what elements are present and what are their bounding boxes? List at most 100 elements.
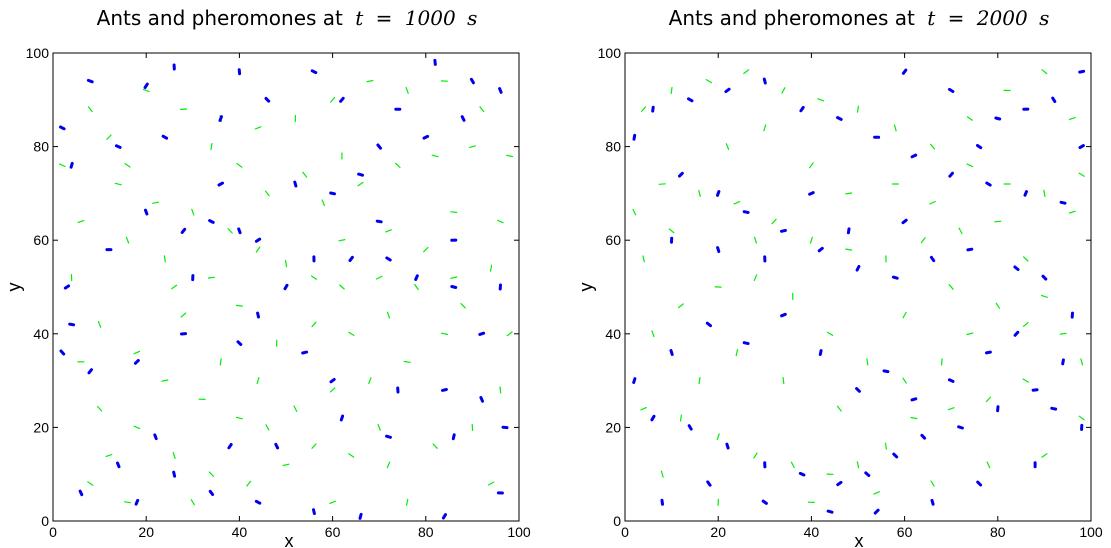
- ant-mark-right-29: [1041, 274, 1048, 281]
- ant-mark-left-42: [153, 433, 158, 441]
- pheromone-mark-left-69: [264, 190, 270, 197]
- ant-mark-left-22: [450, 285, 458, 289]
- pheromone-mark-right-4: [781, 87, 786, 94]
- pheromone-mark-right-64: [1078, 172, 1085, 177]
- ant-mark-right-4: [762, 77, 767, 85]
- pheromone-mark-right-48: [966, 332, 974, 336]
- pheromone-mark-left-2: [191, 208, 195, 216]
- pheromone-mark-right-44: [826, 331, 834, 336]
- ant-mark-left-44: [78, 489, 84, 497]
- ant-mark-right-9: [948, 171, 954, 178]
- y-tick-label-left-100: 100: [26, 45, 50, 61]
- pheromone-mark-left-50: [246, 480, 252, 487]
- pheromone-mark-left-36: [329, 387, 336, 393]
- ant-mark-right-46: [705, 321, 712, 328]
- ant-mark-left-48: [254, 499, 262, 505]
- pheromone-mark-left-89: [377, 424, 381, 431]
- ant-mark-left-60: [283, 283, 289, 291]
- pheromone-mark-right-2: [705, 78, 713, 84]
- pheromone-mark-right-28: [985, 396, 992, 403]
- pheromone-mark-right-63: [1068, 116, 1076, 121]
- pheromone-mark-left-55: [432, 443, 438, 449]
- pheromone-mark-left-11: [489, 264, 493, 272]
- pheromone-mark-left-83: [171, 284, 178, 290]
- pheromone-mark-left-33: [440, 332, 448, 335]
- ant-mark-right-19: [678, 171, 684, 178]
- ant-mark-right-64: [706, 480, 712, 487]
- ant-mark-left-64: [217, 181, 224, 187]
- pheromone-mark-left-76: [190, 499, 195, 506]
- ant-mark-left-38: [385, 434, 392, 439]
- pheromone-mark-left-31: [423, 246, 429, 253]
- pheromone-mark-left-72: [302, 171, 308, 178]
- right-chart-title: Ants and pheromones at t = 2000 s: [669, 6, 1050, 30]
- pheromone-mark-right-35: [753, 452, 758, 459]
- pheromone-mark-right-30: [910, 416, 918, 420]
- ant-mark-right-27: [966, 247, 974, 252]
- pheromone-mark-left-77: [329, 500, 336, 504]
- ant-mark-left-0: [59, 125, 66, 131]
- pheromone-mark-left-87: [105, 454, 113, 457]
- pheromone-mark-left-7: [339, 284, 345, 290]
- y-tick-label-left-20: 20: [33, 419, 49, 435]
- pheromone-mark-right-22: [994, 220, 1002, 223]
- ant-mark-right-44: [632, 377, 637, 384]
- ant-mark-right-2: [687, 97, 694, 103]
- ant-mark-right-15: [1051, 96, 1057, 103]
- ant-mark-left-30: [236, 340, 243, 346]
- pheromone-mark-left-5: [284, 260, 288, 268]
- x-tick-label-right-20: 20: [710, 524, 726, 540]
- pheromone-mark-right-47: [940, 358, 943, 366]
- pheromone-mark-right-14: [698, 189, 701, 197]
- pheromone-mark-left-67: [125, 236, 130, 244]
- ant-mark-right-13: [1078, 144, 1085, 150]
- ant-mark-right-3: [724, 87, 731, 94]
- pheromone-mark-left-85: [338, 239, 346, 242]
- pheromone-mark-right-23: [1022, 256, 1029, 262]
- y-tick-label-right-20: 20: [605, 419, 621, 435]
- ant-mark-right-25: [891, 275, 899, 280]
- ant-mark-right-41: [725, 442, 730, 450]
- pheromone-mark-right-66: [735, 349, 739, 357]
- pheromone-mark-right-11: [1043, 189, 1046, 197]
- ant-mark-left-12: [357, 172, 364, 177]
- x-tick-label-right-0: 0: [621, 524, 629, 540]
- ant-mark-left-3: [143, 82, 149, 89]
- pheromone-mark-left-59: [235, 304, 243, 307]
- pheromone-mark-right-50: [1022, 321, 1029, 327]
- pheromone-mark-left-26: [431, 154, 439, 158]
- pheromone-mark-left-29: [321, 199, 325, 207]
- right-y-axis-label: y: [576, 283, 596, 292]
- ant-mark-right-63: [761, 499, 768, 505]
- pheromone-mark-left-41: [161, 379, 169, 382]
- ant-mark-right-38: [836, 480, 843, 487]
- ant-mark-right-42: [687, 424, 693, 431]
- x-tick-label-left-80: 80: [418, 524, 434, 540]
- x-tick-label-right-60: 60: [897, 524, 913, 540]
- ant-mark-left-15: [237, 227, 242, 235]
- pheromone-mark-left-78: [405, 498, 409, 506]
- y-tick-label-right-40: 40: [605, 326, 621, 342]
- ant-mark-left-67: [256, 311, 260, 319]
- pheromone-mark-right-79: [948, 284, 954, 290]
- pheromone-mark-left-71: [210, 143, 213, 151]
- ant-mark-left-56: [161, 134, 169, 140]
- ant-mark-left-43: [116, 461, 121, 469]
- pheromone-mark-right-55: [763, 124, 767, 132]
- y-tick-label-left-0: 0: [41, 513, 49, 529]
- y-tick-label-right-0: 0: [613, 513, 621, 529]
- ant-mark-left-34: [441, 388, 448, 392]
- pheromone-mark-left-58: [506, 331, 513, 337]
- pheromone-mark-left-52: [311, 443, 317, 449]
- ant-mark-right-61: [873, 508, 880, 515]
- ant-mark-right-66: [808, 191, 815, 196]
- ant-mark-right-45: [669, 349, 674, 356]
- pheromone-mark-left-22: [405, 86, 409, 94]
- pheromone-mark-left-6: [310, 275, 317, 280]
- ant-mark-right-26: [929, 255, 936, 263]
- ant-mark-left-61: [348, 255, 354, 262]
- ant-mark-right-51: [882, 369, 890, 374]
- pheromone-mark-left-28: [357, 181, 364, 187]
- pheromone-mark-right-1: [670, 86, 673, 95]
- pheromone-mark-right-72: [930, 480, 935, 487]
